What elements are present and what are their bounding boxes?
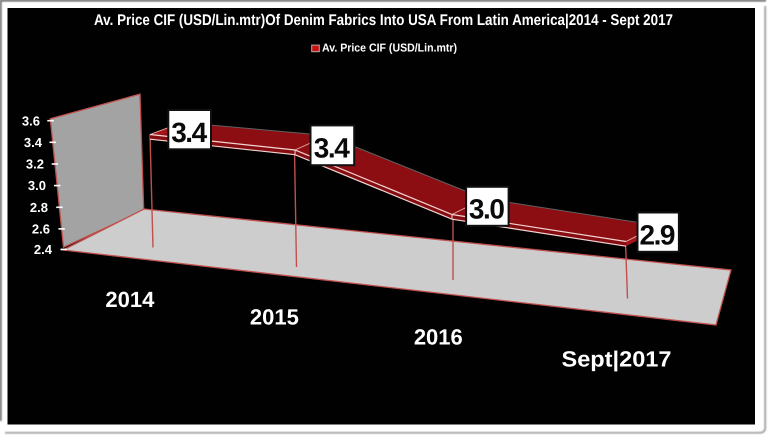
- svg-text:3.6: 3.6: [22, 113, 40, 128]
- svg-text:Av. Price CIF (USD/Lin.mtr)Of: Av. Price CIF (USD/Lin.mtr)Of Denim Fabr…: [94, 12, 673, 29]
- svg-text:2.8: 2.8: [30, 200, 48, 215]
- svg-text:3.4: 3.4: [171, 117, 207, 148]
- svg-text:3.0: 3.0: [28, 178, 46, 193]
- svg-text:Av. Price CIF (USD/Lin.mtr): Av. Price CIF (USD/Lin.mtr): [322, 43, 457, 55]
- svg-text:2.6: 2.6: [32, 222, 50, 237]
- svg-text:2.9: 2.9: [640, 220, 676, 251]
- svg-text:2014: 2014: [105, 287, 155, 312]
- svg-text:Sept|2017: Sept|2017: [562, 347, 672, 372]
- svg-text:3.0: 3.0: [469, 194, 505, 225]
- svg-text:2016: 2016: [414, 325, 463, 350]
- svg-text:3.4: 3.4: [314, 132, 350, 163]
- svg-text:3.2: 3.2: [26, 157, 44, 172]
- svg-text:2.4: 2.4: [34, 242, 53, 257]
- svg-text:3.4: 3.4: [24, 135, 43, 150]
- svg-text:2015: 2015: [250, 304, 299, 329]
